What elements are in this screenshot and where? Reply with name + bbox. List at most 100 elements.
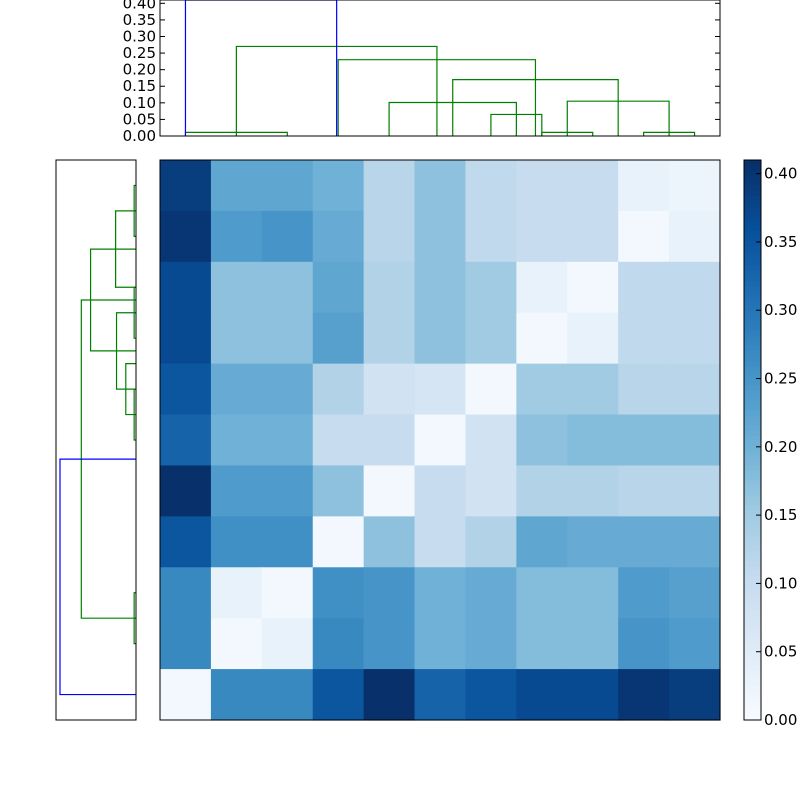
colorbar-swatch bbox=[744, 170, 761, 176]
heatmap-cell bbox=[669, 414, 721, 467]
heatmap-cell bbox=[669, 669, 721, 721]
colorbar-frame bbox=[743, 159, 762, 721]
heatmap-cell bbox=[261, 160, 314, 212]
colorbar-swatch bbox=[744, 165, 761, 171]
colorbar-swatch bbox=[744, 290, 761, 296]
colorbar-swatch bbox=[744, 490, 761, 496]
colorbar-swatch bbox=[744, 455, 761, 461]
colorbar-swatch bbox=[744, 440, 761, 446]
heatmap-cell bbox=[567, 363, 619, 416]
colorbar-swatch bbox=[744, 250, 761, 256]
colorbar-swatch bbox=[744, 450, 761, 456]
left-dendrogram-frame bbox=[55, 159, 137, 721]
heatmap-cell bbox=[261, 618, 314, 670]
colorbar-tick-label: 0.25 bbox=[764, 370, 797, 388]
colorbar-tick-label: 0.30 bbox=[764, 301, 797, 319]
heatmap-cell bbox=[312, 414, 365, 467]
heatmap-cell bbox=[669, 618, 721, 670]
colorbar-swatch bbox=[744, 310, 761, 316]
heatmap-cell bbox=[210, 210, 263, 263]
colorbar-swatch bbox=[744, 685, 761, 691]
colorbar-swatch bbox=[744, 635, 761, 641]
heatmap-cell bbox=[516, 261, 568, 314]
colorbar-swatch bbox=[744, 280, 761, 286]
heatmap-cell bbox=[465, 414, 517, 467]
colorbar-swatch bbox=[744, 325, 761, 331]
colorbar-swatch bbox=[744, 160, 761, 166]
heatmap-cell bbox=[414, 160, 467, 212]
heatmap-cell bbox=[261, 261, 314, 314]
heatmap-cell bbox=[669, 567, 721, 619]
heatmap-cell bbox=[160, 261, 212, 314]
heatmap-cell bbox=[669, 465, 721, 517]
colorbar-swatch bbox=[744, 430, 761, 436]
heatmap-cell bbox=[160, 516, 212, 568]
heatmap-cell bbox=[414, 465, 467, 517]
heatmap bbox=[159, 159, 721, 721]
colorbar-swatch bbox=[744, 205, 761, 211]
heatmap-cell bbox=[363, 414, 416, 467]
top-dendrogram-ytick-label: 0.25 bbox=[123, 44, 156, 62]
heatmap-cell bbox=[669, 210, 721, 263]
heatmap-cell bbox=[618, 414, 670, 467]
colorbar-swatch bbox=[744, 410, 761, 416]
heatmap-cell bbox=[261, 516, 314, 568]
colorbar-swatch bbox=[744, 655, 761, 661]
heatmap-cell bbox=[210, 465, 263, 517]
colorbar-swatch bbox=[744, 680, 761, 686]
heatmap-cell bbox=[312, 516, 365, 568]
heatmap-cell bbox=[516, 363, 568, 416]
heatmap-cell bbox=[363, 160, 416, 212]
heatmap-cell bbox=[465, 363, 517, 416]
heatmap-cell bbox=[261, 210, 314, 263]
colorbar-swatch bbox=[744, 660, 761, 666]
top-dendrogram-ytick-label: 0.30 bbox=[123, 27, 156, 45]
colorbar-swatch bbox=[744, 390, 761, 396]
colorbar-swatch bbox=[744, 575, 761, 581]
heatmap-cell bbox=[210, 160, 263, 212]
heatmap-cell bbox=[414, 516, 467, 568]
colorbar-tick-label: 0.20 bbox=[764, 438, 797, 456]
heatmap-cell bbox=[261, 669, 314, 721]
heatmap-cell bbox=[210, 261, 263, 314]
top-dendrogram-link bbox=[184, 0, 338, 136]
colorbar-swatch bbox=[744, 470, 761, 476]
heatmap-cell bbox=[210, 669, 263, 721]
top-dendrogram-ytick-label: 0.10 bbox=[123, 94, 156, 112]
colorbar-swatch bbox=[744, 555, 761, 561]
colorbar-swatch bbox=[744, 620, 761, 626]
heatmap-cell bbox=[567, 465, 619, 517]
heatmap-cell bbox=[465, 261, 517, 314]
colorbar-swatch bbox=[744, 185, 761, 191]
colorbar-swatch bbox=[744, 525, 761, 531]
colorbar-swatch bbox=[744, 415, 761, 421]
colorbar-swatch bbox=[744, 385, 761, 391]
heatmap-cell bbox=[160, 465, 212, 517]
heatmap-cell bbox=[567, 618, 619, 670]
colorbar-swatch bbox=[744, 700, 761, 706]
colorbar-swatch bbox=[744, 510, 761, 516]
colorbar-swatch bbox=[744, 645, 761, 651]
colorbar-swatch bbox=[744, 335, 761, 341]
colorbar-tick-label: 0.15 bbox=[764, 506, 797, 524]
heatmap-cell bbox=[567, 567, 619, 619]
heatmap-cell bbox=[465, 567, 517, 619]
heatmap-cell bbox=[210, 618, 263, 670]
colorbar-swatch bbox=[744, 370, 761, 376]
colorbar-swatch bbox=[744, 580, 761, 586]
colorbar-swatch bbox=[744, 425, 761, 431]
colorbar-swatch bbox=[744, 705, 761, 711]
colorbar-swatch bbox=[744, 195, 761, 201]
heatmap-cell bbox=[567, 669, 619, 721]
colorbar-swatch bbox=[744, 485, 761, 491]
colorbar-swatch bbox=[744, 330, 761, 336]
heatmap-cell bbox=[210, 567, 263, 619]
heatmap-cell bbox=[312, 465, 365, 517]
heatmap-cell bbox=[465, 465, 517, 517]
heatmap-cell bbox=[618, 363, 670, 416]
heatmap-frame bbox=[159, 159, 721, 721]
colorbar-swatch bbox=[744, 460, 761, 466]
colorbar-swatch bbox=[744, 375, 761, 381]
colorbar-swatch bbox=[744, 500, 761, 506]
colorbar-swatch bbox=[744, 255, 761, 261]
